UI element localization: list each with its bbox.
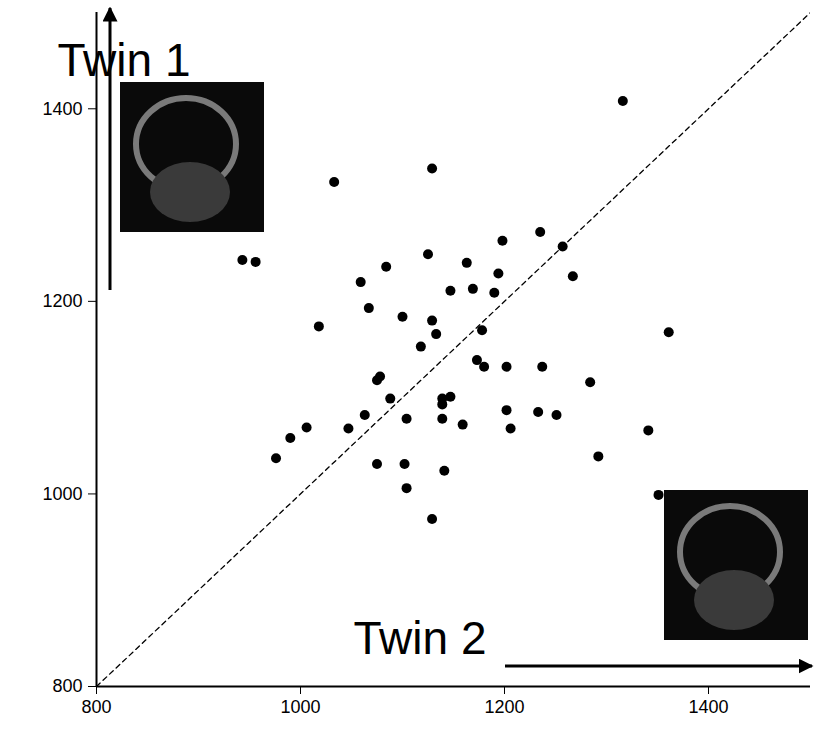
svg-text:Twin 2: Twin 2 [354,612,487,664]
svg-text:1400: 1400 [42,99,82,119]
svg-text:1000: 1000 [280,697,320,717]
svg-text:800: 800 [52,676,82,696]
svg-text:1200: 1200 [484,697,524,717]
svg-text:1400: 1400 [688,697,728,717]
svg-text:1200: 1200 [42,291,82,311]
svg-text:800: 800 [81,697,111,717]
svg-text:1000: 1000 [42,484,82,504]
svg-text:Twin 1: Twin 1 [58,34,191,86]
